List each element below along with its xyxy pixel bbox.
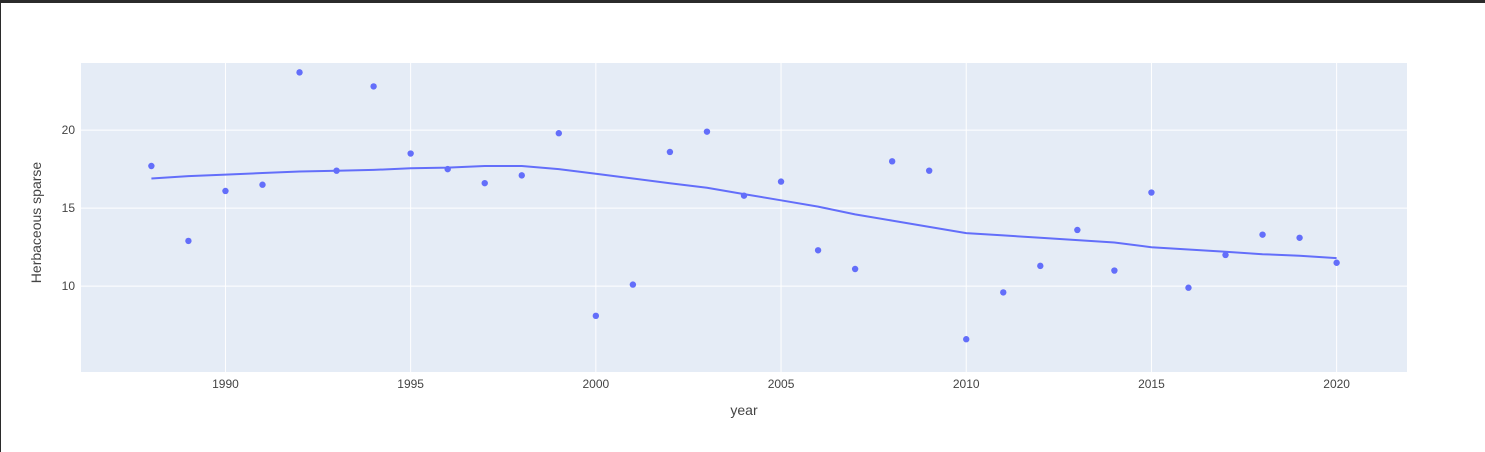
x-tick-label: 1990 [212, 377, 239, 391]
y-tick-label: 10 [62, 279, 76, 293]
data-point [629, 281, 637, 288]
x-tick-label: 2010 [953, 377, 980, 391]
data-point [1148, 189, 1155, 196]
data-point [963, 336, 970, 343]
scatter-points-layer [148, 69, 1340, 343]
data-point [1111, 267, 1118, 274]
data-point [925, 167, 933, 174]
y-axis-title: Herbaceous sparse [28, 162, 44, 284]
data-point [481, 179, 488, 187]
plot-area [81, 63, 1407, 372]
data-point [296, 69, 303, 76]
data-point [814, 247, 822, 254]
data-point [148, 162, 155, 170]
data-point [259, 181, 266, 188]
data-point [1185, 284, 1192, 291]
data-point [1296, 234, 1303, 241]
data-point [666, 148, 674, 156]
data-point [1000, 289, 1007, 296]
x-tick-label: 2015 [1138, 377, 1165, 391]
data-point [444, 165, 451, 173]
y-tick-label: 20 [62, 123, 76, 137]
x-axis-title: year [730, 402, 758, 418]
data-point [370, 83, 377, 90]
data-point [185, 237, 192, 245]
data-point [555, 130, 563, 137]
data-point [592, 312, 600, 320]
data-point [518, 172, 525, 179]
data-point [703, 128, 711, 135]
data-point [222, 187, 229, 195]
data-point [1333, 259, 1340, 266]
x-tick-label: 2005 [768, 377, 795, 391]
x-tick-label: 1995 [397, 377, 424, 391]
data-point [851, 265, 859, 273]
x-tick-label: 2000 [582, 377, 609, 391]
data-point [740, 192, 748, 199]
x-tick-labels: 1990 1995 2000 2005 2010 2015 2020 [212, 377, 1350, 391]
y-tick-labels: 10 15 20 [62, 123, 76, 293]
data-point [1222, 251, 1229, 259]
data-point [777, 178, 785, 185]
data-point [1037, 262, 1044, 270]
data-point [1074, 226, 1081, 234]
scatter-chart: 1990 1995 2000 2005 2010 2015 2020 10 15 20 year… [28, 63, 1407, 418]
x-tick-label: 2020 [1323, 377, 1350, 391]
y-tick-label: 15 [62, 201, 76, 215]
data-point [888, 158, 896, 165]
data-point [407, 150, 414, 157]
data-point [333, 167, 340, 174]
data-point [1259, 231, 1266, 238]
